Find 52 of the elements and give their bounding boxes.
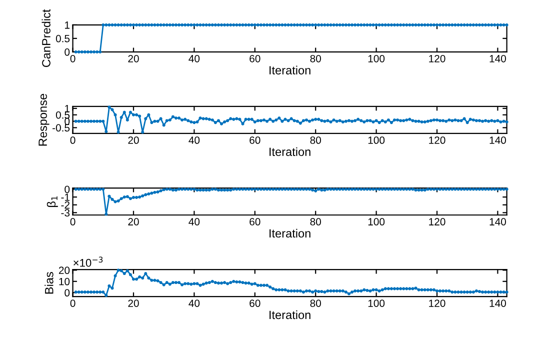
x-tick-label: 100 <box>368 218 385 226</box>
x-tick-label: 80 <box>310 218 321 226</box>
x-tick-label: 20 <box>128 54 139 62</box>
x-tick-label: 0 <box>70 218 76 226</box>
x-tick-label: 20 <box>128 136 139 144</box>
x-axis-title: Iteration <box>270 147 310 156</box>
y-tick-label: 0.5 <box>56 34 70 42</box>
x-tick-label: 120 <box>429 300 446 307</box>
x-tick-label: 0 <box>70 300 76 307</box>
x-tick-label: 80 <box>310 136 321 144</box>
x-tick-label: 120 <box>429 54 446 62</box>
x-tick-label: 60 <box>250 54 260 62</box>
x-tick-label: 140 <box>490 300 506 307</box>
x-tick-label: 40 <box>188 136 200 144</box>
y-tick-label: -1 <box>61 194 70 201</box>
text: ×10$^{−3}$ <box>74 256 103 267</box>
x-tick-label: 60 <box>250 218 260 226</box>
x-axis-title: Iteration <box>270 310 310 320</box>
x-tick-label: 140 <box>490 54 506 62</box>
x-tick-label: 40 <box>188 218 200 226</box>
x-axis-title: Iteration <box>270 228 310 238</box>
x-tick-label: 120 <box>429 218 446 226</box>
x-tick-label: 140 <box>490 136 506 144</box>
y-tick-label: 0 <box>64 289 70 297</box>
x-tick-label: 120 <box>429 136 446 144</box>
x-tick-label: 100 <box>368 300 385 307</box>
x-tick-label: 0 <box>70 54 76 62</box>
y-tick-label: 20 <box>58 266 70 274</box>
y-tick-label: -3 <box>61 209 70 217</box>
x-tick-label: 100 <box>368 54 385 62</box>
x-tick-label: 20 <box>128 218 139 226</box>
y-tick-label: 10 <box>59 278 70 286</box>
y-tick-label: -2 <box>61 201 70 209</box>
x-tick-label: 80 <box>310 300 321 307</box>
x-tick-label: 40 <box>188 300 200 307</box>
y-axis-title: β$_{1}$ <box>46 196 58 207</box>
y-tick-label: -0.5 <box>52 124 70 132</box>
x-tick-label: 140 <box>490 218 506 226</box>
x-tick-label: 40 <box>188 54 200 62</box>
x-tick-label: 60 <box>250 300 260 307</box>
y-axis-title: Bias <box>44 272 54 294</box>
y-axis-title: CanPredict <box>42 9 50 68</box>
y-tick-label: 0 <box>64 186 70 194</box>
y-tick-label: 0 <box>64 48 70 56</box>
y-tick-label: 1 <box>65 22 70 29</box>
x-tick-label: 20 <box>128 300 139 307</box>
x-axis-title: Iteration <box>270 66 310 74</box>
x-tick-label: 100 <box>368 136 385 144</box>
x-tick-label: 60 <box>250 136 260 144</box>
y-axis-title: Response <box>38 94 50 146</box>
x-tick-label: 80 <box>310 54 321 62</box>
x-tick-label: 0 <box>70 136 76 144</box>
